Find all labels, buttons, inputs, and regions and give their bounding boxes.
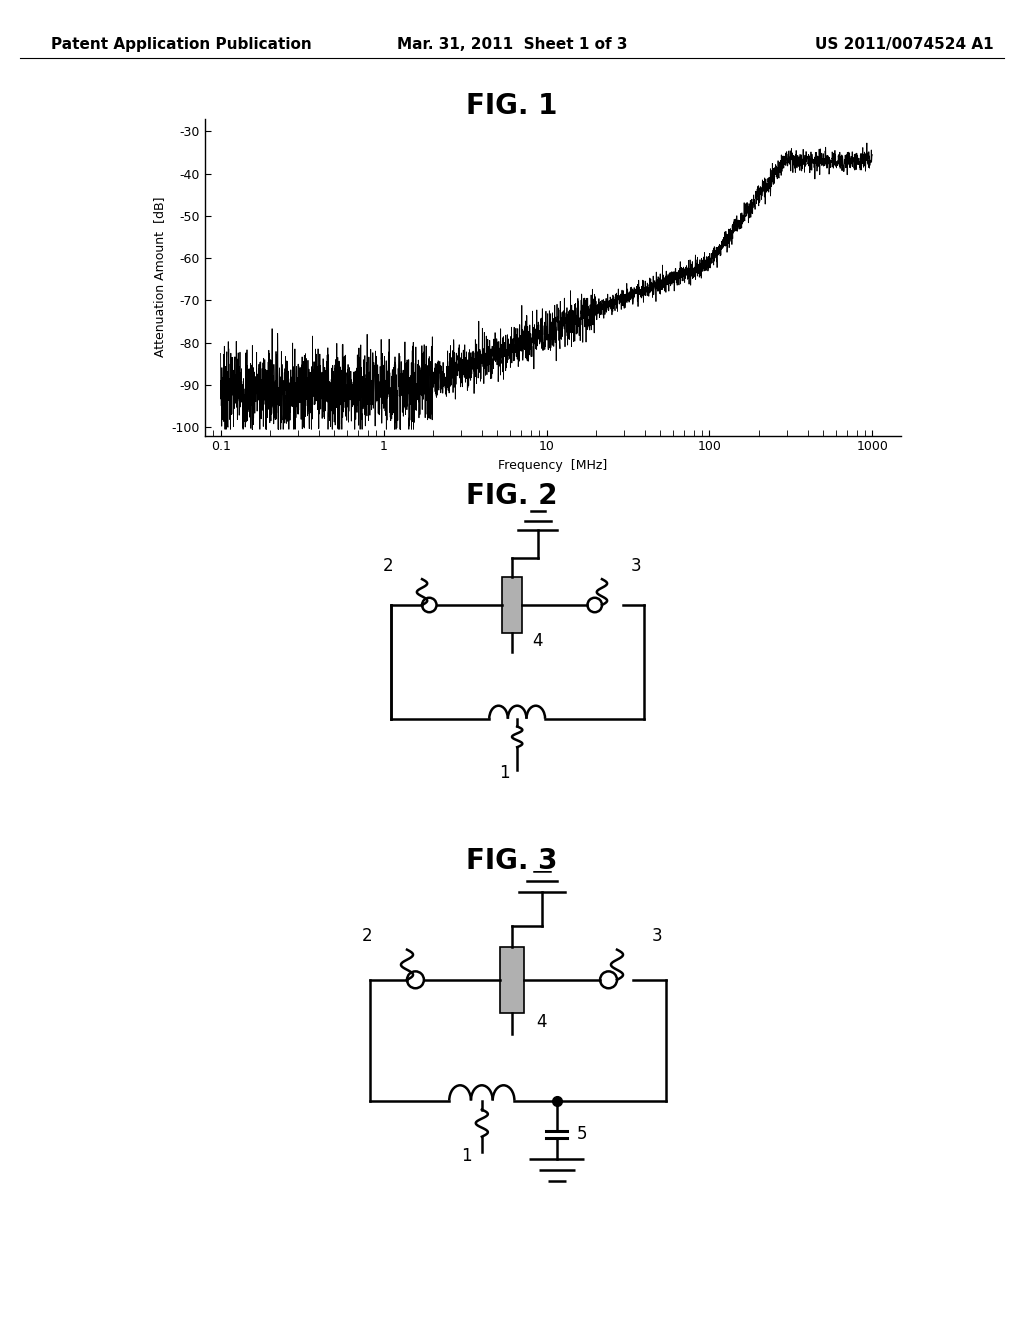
Text: 5: 5 xyxy=(577,1125,587,1143)
FancyBboxPatch shape xyxy=(500,946,524,1012)
Text: FIG. 1: FIG. 1 xyxy=(466,92,558,120)
Text: 4: 4 xyxy=(537,1012,547,1031)
Text: 3: 3 xyxy=(651,927,663,945)
Text: US 2011/0074524 A1: US 2011/0074524 A1 xyxy=(815,37,993,51)
Text: 2: 2 xyxy=(383,557,393,576)
Text: Patent Application Publication: Patent Application Publication xyxy=(51,37,312,51)
Text: 1: 1 xyxy=(462,1147,472,1164)
Text: FIG. 2: FIG. 2 xyxy=(466,482,558,510)
Text: 2: 2 xyxy=(361,927,373,945)
Text: 4: 4 xyxy=(532,632,543,651)
FancyBboxPatch shape xyxy=(502,577,522,634)
Text: FIG. 3: FIG. 3 xyxy=(466,847,558,875)
Text: 1: 1 xyxy=(499,764,510,783)
Y-axis label: Attenuation Amount  [dB]: Attenuation Amount [dB] xyxy=(153,197,166,358)
X-axis label: Frequency  [MHz]: Frequency [MHz] xyxy=(499,459,607,473)
Text: 3: 3 xyxy=(631,557,641,576)
Text: Mar. 31, 2011  Sheet 1 of 3: Mar. 31, 2011 Sheet 1 of 3 xyxy=(396,37,628,51)
